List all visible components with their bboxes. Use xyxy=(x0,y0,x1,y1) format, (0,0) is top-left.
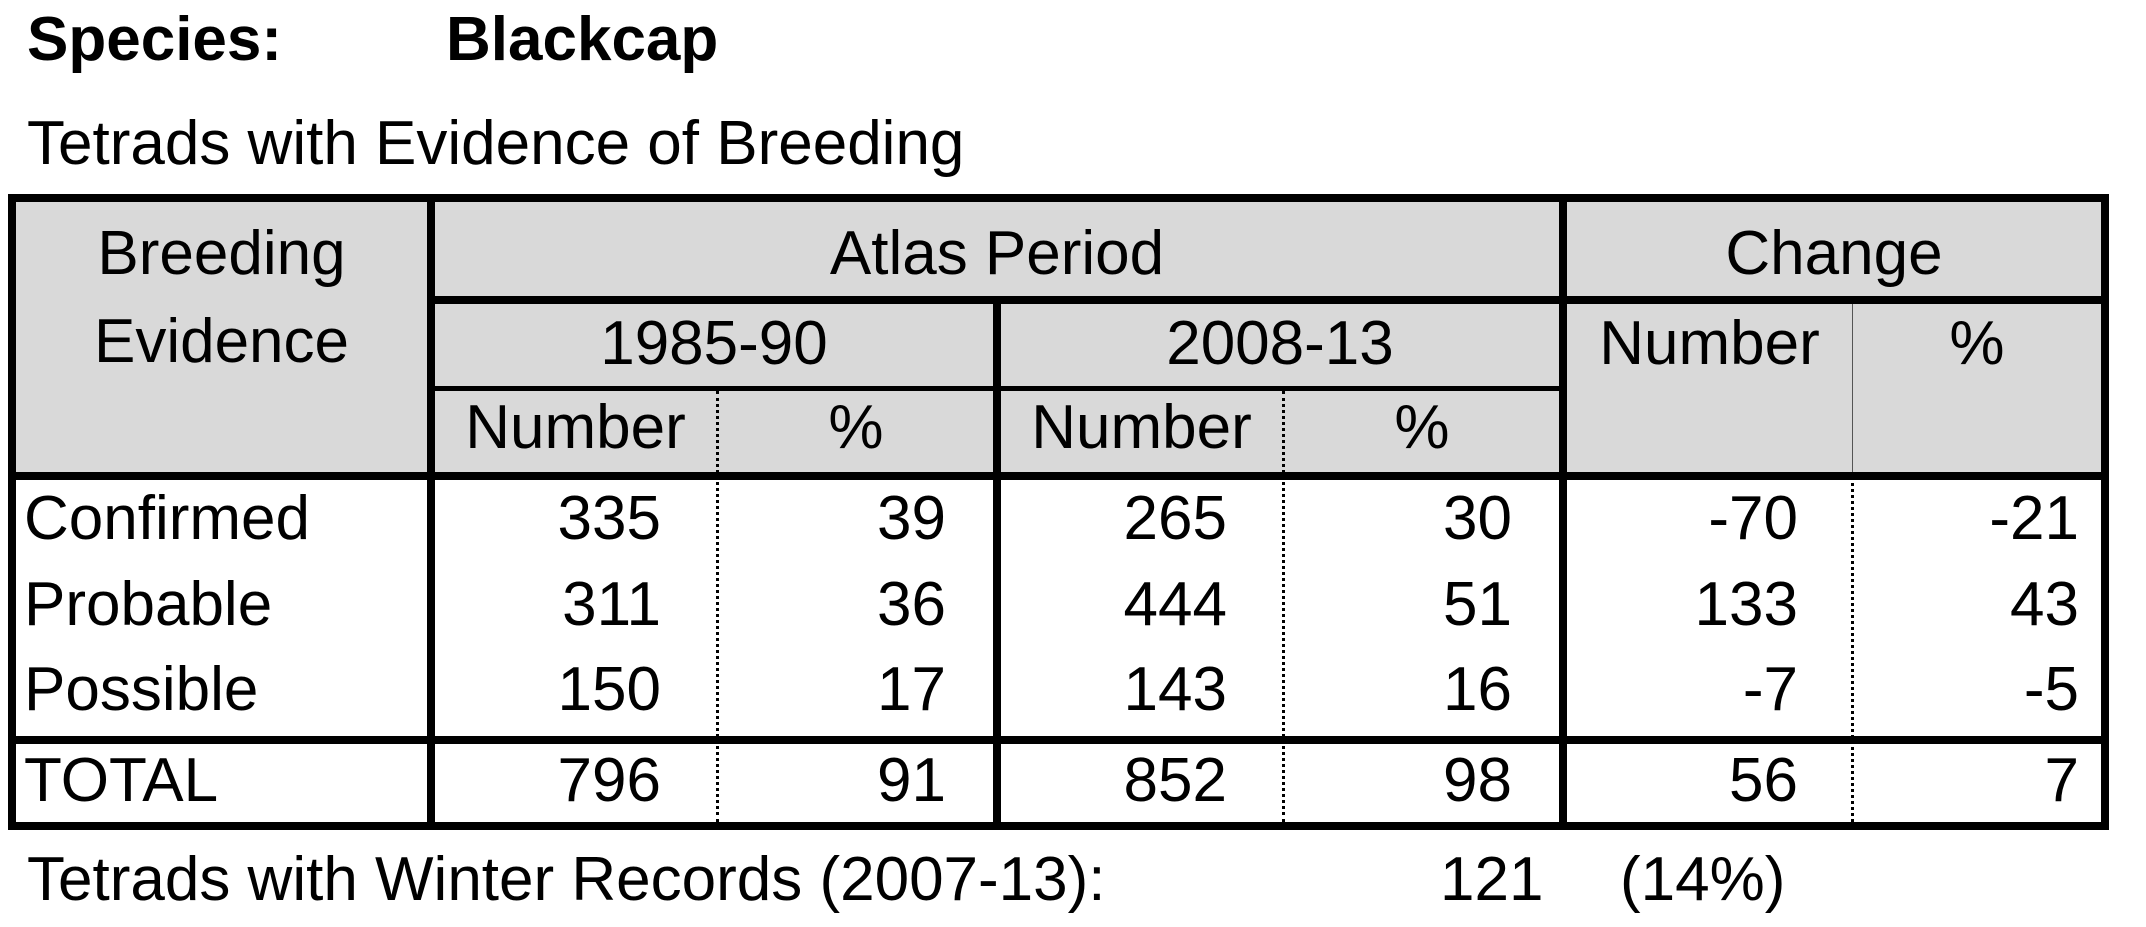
cell-possible-ch-pct: -5 xyxy=(2023,655,2079,724)
cell-total-p1-num: 796 xyxy=(557,746,661,815)
table-border-top xyxy=(8,194,2109,202)
separator-period-under xyxy=(431,386,1563,391)
cell-possible-p2-pct: 16 xyxy=(1443,655,1512,724)
table-border-left xyxy=(8,194,16,830)
dotted-sep-p2 xyxy=(1282,391,1285,822)
cell-confirmed-p1-pct: 39 xyxy=(877,484,946,553)
thin-sep-change-header xyxy=(1852,304,1853,472)
cell-confirmed-ch-num: -70 xyxy=(1708,484,1798,553)
separator-periods xyxy=(993,304,1001,830)
cell-probable-ch-num: 133 xyxy=(1694,570,1798,639)
table-border-right xyxy=(2101,194,2109,830)
species-label: Species: xyxy=(27,5,283,74)
cell-possible-p1-num: 150 xyxy=(557,655,661,724)
header-p1-percent: % xyxy=(828,393,884,462)
dotted-sep-p1 xyxy=(716,391,719,822)
header-period1: 1985-90 xyxy=(600,309,828,378)
winter-records-label: Tetrads with Winter Records (2007-13): xyxy=(27,845,1106,914)
header-atlas-period: Atlas Period xyxy=(829,219,1165,288)
header-breeding-line2: Evidence xyxy=(93,307,350,376)
species-name: Blackcap xyxy=(446,5,719,74)
header-change-number: Number xyxy=(1599,309,1820,378)
header-change: Change xyxy=(1725,219,1943,288)
cell-confirmed-ch-pct: -21 xyxy=(1989,484,2079,553)
cell-total-p2-num: 852 xyxy=(1123,746,1227,815)
cell-total-p2-pct: 98 xyxy=(1443,746,1512,815)
header-shade xyxy=(14,200,2103,472)
row-label-probable: Probable xyxy=(24,570,273,639)
cell-confirmed-p1-num: 335 xyxy=(557,484,661,553)
cell-possible-p2-num: 143 xyxy=(1123,655,1227,724)
row-label-confirmed: Confirmed xyxy=(24,484,310,553)
table-border-bottom xyxy=(8,822,2109,830)
cell-possible-p1-pct: 17 xyxy=(877,655,946,724)
header-p1-number: Number xyxy=(465,393,686,462)
header-p2-percent: % xyxy=(1394,393,1450,462)
separator-breeding xyxy=(427,194,435,830)
cell-probable-p1-pct: 36 xyxy=(877,570,946,639)
separator-atlas-under xyxy=(431,296,2105,304)
cell-total-ch-num: 56 xyxy=(1729,746,1798,815)
row-label-possible: Possible xyxy=(24,655,259,724)
row-label-total: TOTAL xyxy=(24,746,219,815)
cell-probable-p2-num: 444 xyxy=(1123,570,1227,639)
header-breeding-line1: Breeding xyxy=(97,219,346,288)
header-change-percent: % xyxy=(1949,309,2005,378)
cell-total-ch-pct: 7 xyxy=(2044,746,2079,815)
cell-probable-ch-pct: 43 xyxy=(2010,570,2079,639)
cell-probable-p2-pct: 51 xyxy=(1443,570,1512,639)
header-period2: 2008-13 xyxy=(1166,309,1394,378)
separator-total-top xyxy=(8,736,2109,744)
cell-probable-p1-num: 311 xyxy=(562,570,661,639)
cell-total-p1-pct: 91 xyxy=(877,746,946,815)
separator-atlas-change xyxy=(1559,194,1567,830)
cell-possible-ch-num: -7 xyxy=(1742,655,1798,724)
separator-header-bottom xyxy=(8,472,2109,480)
cell-confirmed-p2-num: 265 xyxy=(1123,484,1227,553)
dotted-sep-change xyxy=(1851,476,1854,822)
winter-records-number: 121 xyxy=(1440,845,1544,914)
header-p2-number: Number xyxy=(1031,393,1252,462)
table-subtitle: Tetrads with Evidence of Breeding xyxy=(27,109,965,178)
cell-confirmed-p2-pct: 30 xyxy=(1443,484,1512,553)
winter-records-percent: (14%) xyxy=(1620,845,1786,914)
